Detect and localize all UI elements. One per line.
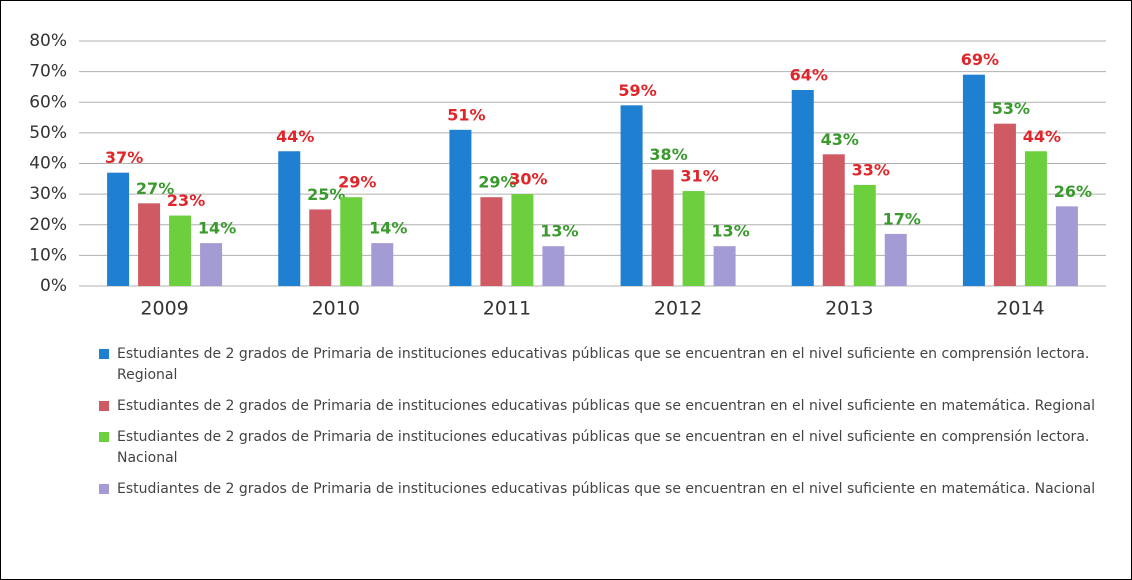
value-label: 31% — [680, 167, 718, 186]
bar — [791, 90, 814, 286]
bar — [107, 172, 130, 286]
bar — [822, 154, 845, 286]
legend-label: Estudiantes de 2 grados de Primaria de i… — [117, 398, 1095, 414]
bar — [962, 74, 985, 286]
bar — [371, 243, 394, 286]
y-tick-label: 80% — [29, 31, 67, 51]
value-label: 69% — [961, 50, 999, 69]
x-tick-label: 2010 — [312, 298, 360, 320]
legend-label: Estudiantes de 2 grados de Primaria de i… — [117, 481, 1096, 497]
legend-item: Estudiantes de 2 grados de Primaria de i… — [99, 479, 1099, 500]
bar — [1024, 151, 1047, 286]
value-label: 14% — [369, 219, 407, 238]
value-label: 30% — [509, 170, 547, 189]
bar — [169, 215, 192, 286]
value-label: 64% — [790, 66, 828, 85]
legend-swatch — [99, 349, 109, 359]
plot: 0% 10% 20% 30% 40% 50% 60% 70% 80% 2009 37% 27%23% 1… — [29, 31, 1106, 320]
bar — [651, 169, 674, 286]
value-label: 23% — [167, 191, 205, 210]
bar — [138, 203, 161, 286]
legend: Estudiantes de 2 grados de Primaria de i… — [99, 344, 1099, 510]
legend-item: Estudiantes de 2 grados de Primaria de i… — [99, 344, 1099, 386]
value-label: 17% — [883, 209, 921, 228]
bar — [278, 151, 301, 286]
y-tick-label: 20% — [29, 215, 67, 235]
value-label: 51% — [447, 105, 485, 124]
bar — [884, 233, 907, 286]
legend-item: Estudiantes de 2 grados de Primaria de i… — [99, 396, 1099, 417]
value-label: 25% — [307, 185, 345, 204]
value-label: 14% — [198, 219, 236, 238]
bar — [713, 246, 736, 286]
bar — [200, 243, 223, 286]
bar — [1055, 206, 1078, 286]
value-label: 29% — [478, 173, 516, 192]
bar — [511, 194, 534, 286]
value-label: 37% — [105, 148, 143, 167]
x-tick-label: 2013 — [825, 298, 873, 320]
legend-item: Estudiantes de 2 grados de Primaria de i… — [99, 427, 1099, 469]
bar — [682, 191, 705, 286]
y-tick-label: 10% — [29, 245, 67, 265]
y-tick-label: 60% — [29, 92, 67, 112]
bar — [340, 197, 363, 286]
value-label: 59% — [618, 81, 656, 100]
legend-swatch — [99, 484, 109, 494]
bar — [620, 105, 643, 286]
y-tick-label: 40% — [29, 154, 67, 174]
bar — [449, 129, 472, 286]
value-label: 26% — [1054, 182, 1092, 201]
legend-label: Estudiantes de 2 grados de Primaria de i… — [117, 346, 1090, 383]
value-label: 13% — [540, 222, 578, 241]
bar — [480, 197, 503, 286]
x-tick-label: 2011 — [483, 298, 531, 320]
value-label: 53% — [992, 99, 1030, 118]
legend-swatch — [99, 432, 109, 442]
y-tick-label: 70% — [29, 62, 67, 82]
legend-label: Estudiantes de 2 grados de Primaria de i… — [117, 429, 1090, 466]
value-label: 33% — [852, 160, 890, 179]
y-tick-label: 0% — [40, 276, 67, 296]
value-label: 44% — [1023, 127, 1061, 146]
y-tick-label: 50% — [29, 123, 67, 143]
value-label: 43% — [821, 130, 859, 149]
value-label: 44% — [276, 127, 314, 146]
bar — [309, 209, 332, 286]
y-tick-label: 30% — [29, 184, 67, 204]
bar — [542, 246, 565, 286]
bar — [853, 184, 876, 286]
value-label: 13% — [711, 222, 749, 241]
value-label: 29% — [338, 173, 376, 192]
value-label: 27% — [136, 179, 174, 198]
x-tick-label: 2014 — [996, 298, 1044, 320]
x-tick-label: 2012 — [654, 298, 702, 320]
legend-swatch — [99, 401, 109, 411]
value-label: 38% — [649, 145, 687, 164]
bar — [993, 123, 1016, 286]
x-tick-label: 2009 — [140, 298, 188, 320]
